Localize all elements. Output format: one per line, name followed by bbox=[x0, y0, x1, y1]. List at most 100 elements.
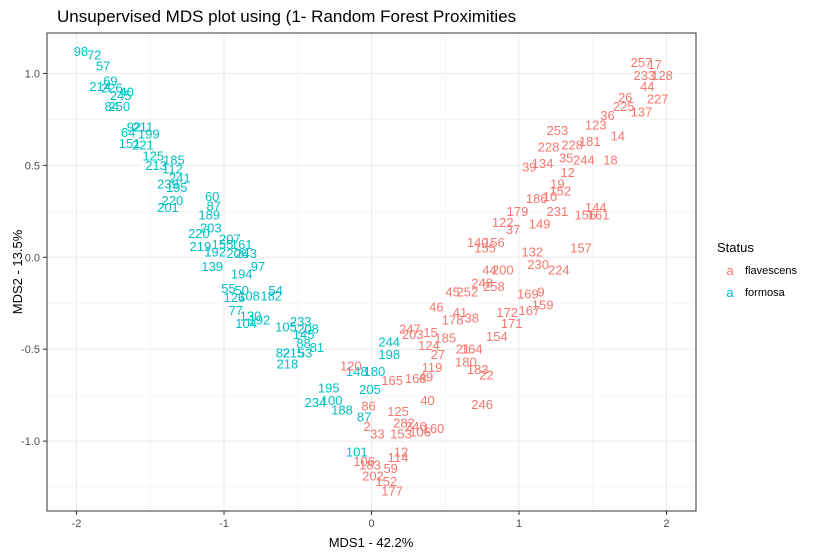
point-label-flavescens: 120 bbox=[340, 358, 362, 373]
point-label-flavescens: 27 bbox=[431, 347, 445, 362]
legend-items: a flavescens a formosa bbox=[726, 263, 797, 300]
point-label-flavescens: 246 bbox=[405, 419, 427, 434]
point-label-flavescens: 157 bbox=[570, 241, 592, 256]
legend: Status a flavescens a formosa bbox=[717, 240, 797, 300]
point-label-flavescens: 167 bbox=[518, 303, 540, 318]
point-label-flavescens: 15 bbox=[423, 325, 437, 340]
point-label-flavescens: 180 bbox=[455, 355, 477, 370]
point-label-flavescens: 179 bbox=[507, 204, 529, 219]
point-label-formosa: 203 bbox=[200, 220, 222, 235]
y-axis-ticks: -1.0 -0.5 0.0 0.5 1.0 bbox=[21, 68, 47, 448]
point-label-formosa: 84 bbox=[105, 99, 119, 114]
point-label-formosa: 213 bbox=[145, 158, 167, 173]
point-label-flavescens: 183 bbox=[467, 362, 489, 377]
point-label-flavescens: 46 bbox=[429, 299, 443, 314]
x-axis-title: MDS1 - 42.2% bbox=[329, 535, 414, 550]
point-label-flavescens: 224 bbox=[548, 263, 570, 278]
legend-label-formosa: formosa bbox=[745, 287, 786, 299]
point-label-flavescens: 33 bbox=[370, 426, 384, 441]
y-tick-label: 0.5 bbox=[25, 160, 40, 172]
point-label-flavescens: 41 bbox=[453, 305, 467, 320]
point-label-flavescens: 106 bbox=[353, 454, 375, 469]
point-label-formosa: 105 bbox=[275, 320, 297, 335]
point-label-flavescens: 140 bbox=[467, 235, 489, 250]
point-label-formosa: 182 bbox=[260, 288, 282, 303]
point-label-flavescens: 233 bbox=[634, 68, 656, 83]
point-label-flavescens: 37 bbox=[506, 222, 520, 237]
point-label-formosa: 243 bbox=[235, 246, 257, 261]
x-tick-label: -2 bbox=[72, 518, 82, 530]
point-label-formosa: 244 bbox=[378, 334, 400, 349]
point-label-flavescens: 14 bbox=[611, 128, 625, 143]
point-label-formosa: 199 bbox=[138, 127, 160, 142]
point-label-flavescens: 203 bbox=[402, 327, 424, 342]
point-label-formosa: 189 bbox=[198, 208, 220, 223]
chart-title: Unsupervised MDS plot using (1- Random F… bbox=[57, 7, 516, 26]
point-label-formosa: 180 bbox=[364, 364, 386, 379]
point-label-flavescens: 45 bbox=[445, 285, 459, 300]
point-label-formosa: 215 bbox=[282, 345, 304, 360]
point-label-flavescens: 119 bbox=[422, 360, 443, 375]
point-label-flavescens: 44 bbox=[482, 263, 496, 278]
x-tick-label: 1 bbox=[516, 518, 522, 530]
point-label-formosa: 241 bbox=[169, 171, 191, 186]
x-tick-label: -1 bbox=[219, 518, 229, 530]
point-label-formosa: 100 bbox=[321, 393, 343, 408]
point-label-flavescens: 183 bbox=[359, 458, 381, 473]
point-label-flavescens: 244 bbox=[573, 152, 595, 167]
point-label-formosa: 185 bbox=[163, 152, 185, 167]
y-tick-label: 0.0 bbox=[25, 252, 40, 264]
point-label-formosa: 201 bbox=[157, 200, 179, 215]
grid-lines bbox=[47, 33, 696, 511]
point-label-formosa: 211 bbox=[133, 119, 154, 134]
point-label-formosa: 206 bbox=[226, 246, 248, 261]
point-label-formosa: 145 bbox=[293, 327, 315, 342]
point-label-flavescens: 2 bbox=[363, 419, 370, 434]
point-label-formosa: 245 bbox=[110, 88, 132, 103]
point-label-flavescens: 228 bbox=[561, 138, 583, 153]
point-label-formosa: 125 bbox=[142, 149, 164, 164]
point-label-formosa: 151 bbox=[119, 136, 141, 151]
point-label-flavescens: 128 bbox=[651, 68, 673, 83]
y-tick-label: -1.0 bbox=[21, 436, 40, 448]
point-label-formosa: 192 bbox=[204, 244, 226, 259]
point-label-formosa: 130 bbox=[240, 309, 262, 324]
point-label-flavescens: 165 bbox=[381, 373, 403, 388]
point-label-formosa: 155 bbox=[212, 237, 234, 252]
point-label-flavescens: 202 bbox=[362, 469, 384, 484]
point-label-formosa: 81 bbox=[310, 340, 324, 355]
point-label-formosa: 55 bbox=[221, 281, 235, 296]
point-label-formosa: 239 bbox=[157, 176, 179, 191]
point-label-flavescens: 154 bbox=[486, 329, 508, 344]
point-label-formosa: 54 bbox=[268, 283, 282, 298]
point-label-formosa: 53 bbox=[298, 345, 312, 360]
point-label-flavescens: 172 bbox=[496, 305, 518, 320]
point-label-flavescens: 49 bbox=[419, 369, 433, 384]
point-label-formosa: 205 bbox=[359, 382, 381, 397]
point-label-flavescens: 252 bbox=[457, 285, 479, 300]
point-label-flavescens: 12 bbox=[394, 445, 408, 460]
point-label-flavescens: 144 bbox=[585, 200, 607, 215]
point-label-formosa: 220 bbox=[162, 193, 184, 208]
point-label-flavescens: 227 bbox=[647, 92, 669, 107]
point-label-flavescens: 10 bbox=[543, 189, 557, 204]
point-label-flavescens: 134 bbox=[532, 156, 554, 171]
point-label-flavescens: 258 bbox=[483, 279, 505, 294]
point-label-flavescens: 137 bbox=[631, 105, 653, 120]
point-label-flavescens: 246 bbox=[471, 397, 493, 412]
point-label-formosa: 57 bbox=[96, 59, 110, 74]
point-label-flavescens: 248 bbox=[471, 276, 493, 291]
point-label-formosa: 92 bbox=[127, 119, 141, 134]
point-label-flavescens: 123 bbox=[585, 117, 607, 132]
point-label-flavescens: 19 bbox=[550, 176, 564, 191]
point-label-flavescens: 26 bbox=[618, 90, 632, 105]
point-label-formosa: 82 bbox=[276, 345, 290, 360]
point-label-flavescens: 160 bbox=[423, 421, 445, 436]
point-label-flavescens: 230 bbox=[527, 257, 549, 272]
y-tick-label: -0.5 bbox=[21, 344, 40, 356]
point-label-formosa: 97 bbox=[251, 259, 265, 274]
point-label-flavescens: 200 bbox=[492, 263, 514, 278]
x-tick-label: 0 bbox=[368, 518, 374, 530]
point-label-flavescens: 44 bbox=[640, 79, 654, 94]
